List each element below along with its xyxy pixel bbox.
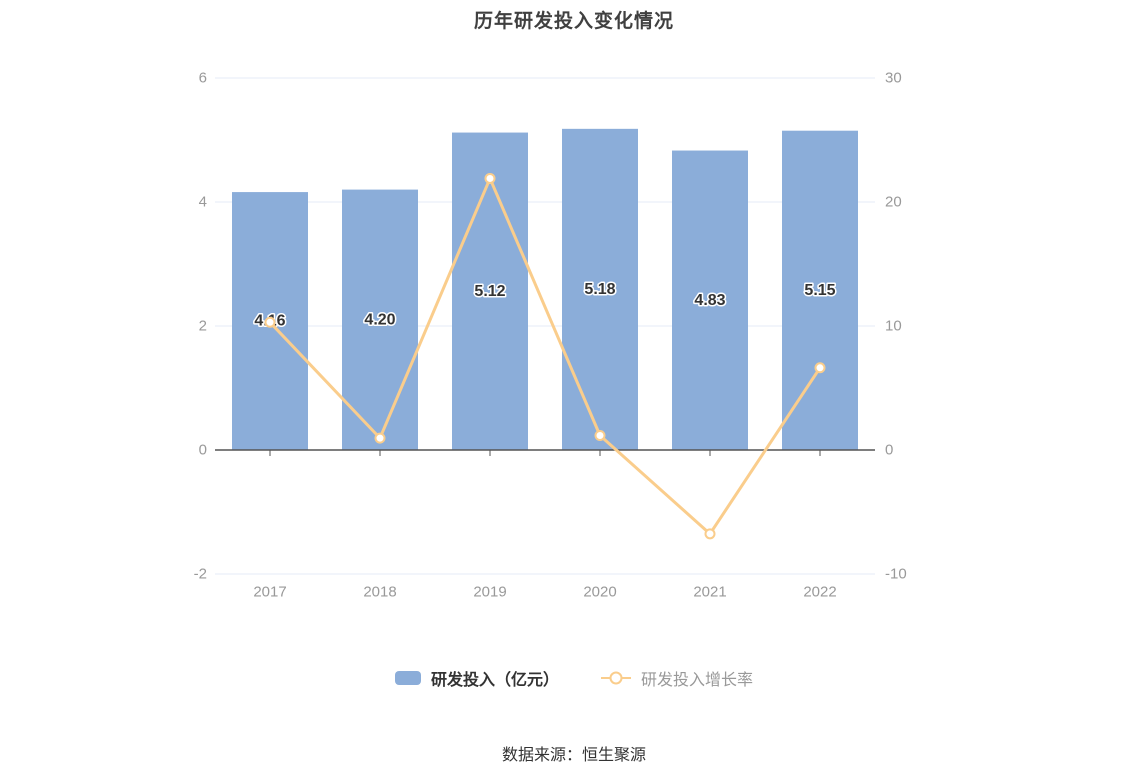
line-point-2017 [264, 316, 276, 328]
bar-label-2022: 5.15 [804, 282, 835, 299]
line-point-2022 [814, 362, 826, 374]
line-point-2019 [484, 172, 496, 184]
chart-title: 历年研发投入变化情况 [473, 11, 674, 32]
left-axis-label-0: 0 [199, 442, 207, 459]
right-axis-label-20: 20 [885, 194, 902, 211]
bar-2022 [782, 130, 858, 450]
legend-item-rd-investment[interactable]: 研发投入（亿元） [394, 666, 559, 690]
legend-item-growth-rate[interactable]: 研发投入增长率 [601, 666, 753, 690]
x-axis-label-2019: 2019 [473, 584, 506, 601]
line-marker-dot [609, 671, 623, 685]
x-axis-label-2022: 2022 [803, 584, 836, 601]
bar-label-2021: 4.83 [694, 292, 725, 309]
left-axis-label-6: 6 [199, 70, 207, 87]
x-axis-label-2017: 2017 [253, 584, 286, 601]
legend-label-rd-investment: 研发投入（亿元） [430, 672, 559, 689]
bar-2020 [562, 128, 638, 450]
line-point-2021 [704, 528, 716, 540]
left-axis-label-2: 2 [199, 318, 207, 335]
bar-label-2020: 5.18 [584, 281, 615, 298]
x-axis-label-2018: 2018 [363, 584, 396, 601]
chart-plot: 4.164.205.125.184.835.152017201820192020… [194, 70, 907, 601]
x-axis-label-2020: 2020 [583, 584, 616, 601]
bar-series-swatch-icon [394, 671, 421, 685]
bar-label-2018: 4.20 [364, 311, 395, 328]
x-axis-label-2021: 2021 [693, 584, 726, 601]
bar-2018 [342, 189, 418, 450]
line-point-2020 [594, 429, 606, 441]
legend: 研发投入（亿元） 研发投入增长率 [0, 666, 1148, 690]
growth-rate-line [268, 176, 822, 536]
right-axis-label-10: 10 [885, 318, 902, 335]
right-axis-label-30: 30 [885, 70, 902, 87]
left-axis-label--2: -2 [194, 566, 207, 583]
right-axis-label--10: -10 [885, 566, 907, 583]
legend-label-growth-rate: 研发投入增长率 [641, 672, 754, 689]
bar-2021 [672, 150, 748, 451]
right-axis-label-0: 0 [885, 442, 893, 459]
bar-label-2019: 5.12 [474, 283, 505, 300]
line-point-2018 [374, 432, 386, 444]
data-source-note: 数据来源：恒生聚源 [501, 747, 646, 764]
bar-2019 [452, 132, 528, 450]
line-series-marker-icon [601, 671, 631, 685]
left-axis-label-4: 4 [199, 194, 207, 211]
